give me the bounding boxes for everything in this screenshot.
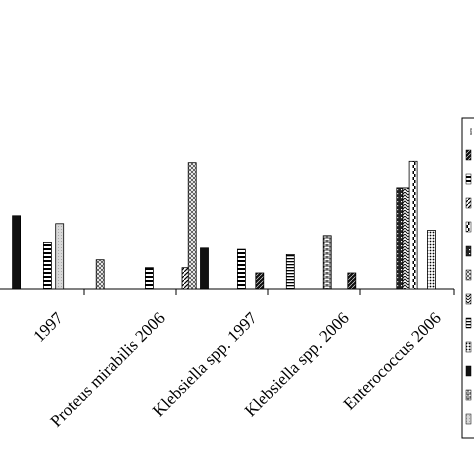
legend: nam [461,117,474,439]
legend-swatch [465,173,472,185]
bar [408,160,418,290]
legend-swatch [465,245,472,257]
bar [187,162,197,290]
bar [55,223,65,290]
legend-swatch [465,269,472,281]
bar [285,253,295,290]
bar [347,272,357,290]
bar [144,267,154,290]
bar [12,215,22,290]
bar [43,241,52,290]
legend-swatch [465,221,472,233]
legend-swatch [465,317,472,329]
legend-swatch [465,149,472,161]
legend-swatch [465,341,472,353]
bar [200,247,209,290]
bar [322,235,332,290]
legend-swatch [465,389,472,401]
legend-swatches [465,149,472,425]
bar [95,259,105,290]
legend-swatch [465,293,472,305]
bar [427,230,436,290]
x-tick-label: Enterococcus 2006 [340,308,445,413]
legend-swatch [465,197,472,209]
x-tick-label: 1997 [29,308,67,346]
x-tick-label: Proteus mirabilis 2006 [47,308,169,430]
legend-text: nam [469,128,474,136]
bar [236,248,246,290]
legend-swatch [465,365,472,377]
x-tick-label: Klebsiella spp. 2006 [241,308,353,420]
legend-swatch [465,413,472,425]
bar [255,272,265,290]
